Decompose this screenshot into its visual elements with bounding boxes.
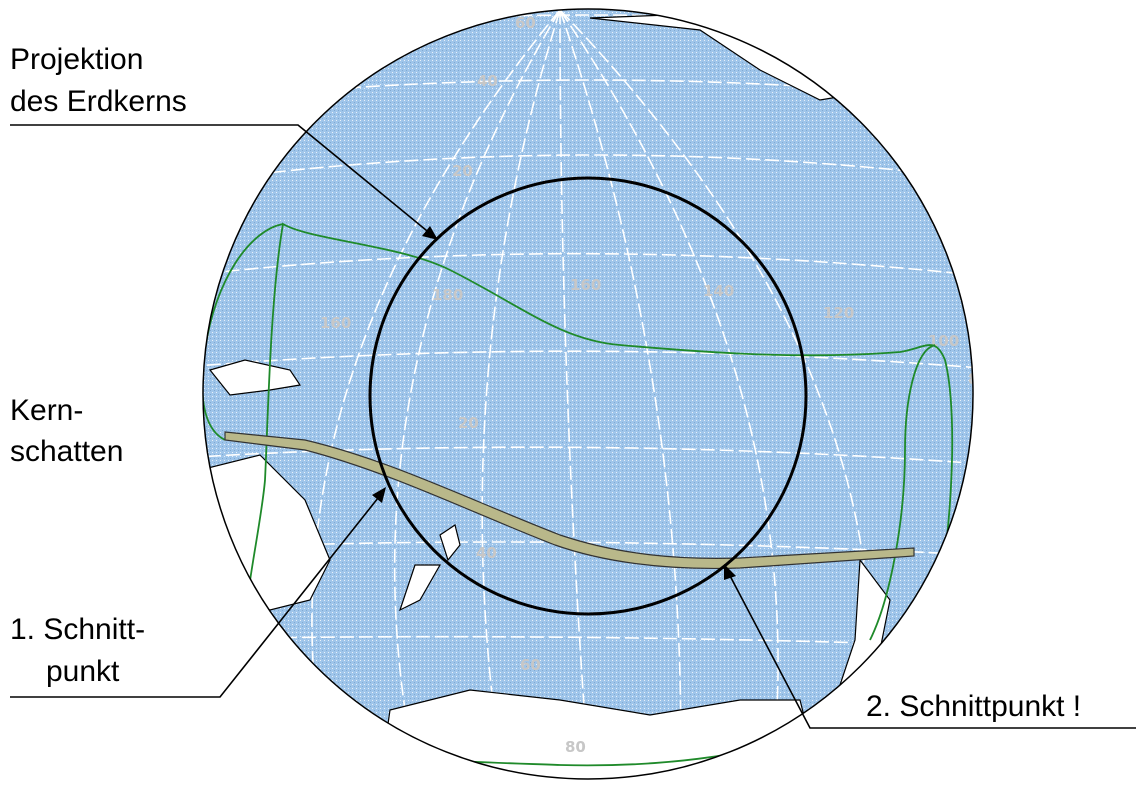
- new-zealand-land: [439, 524, 461, 562]
- grid-label: 140: [703, 282, 734, 300]
- grid-label: 160: [570, 276, 601, 294]
- leader-lines: [10, 124, 1136, 729]
- first-intersection-leader-line: [10, 492, 383, 698]
- umbra-label-line1: Kern-: [10, 394, 84, 427]
- earth-core-projection: [368, 176, 808, 616]
- grid-label: 40: [476, 544, 497, 562]
- umbra-path: [224, 431, 915, 570]
- projection-leader-line: [10, 124, 433, 236]
- umbra-label-line2: schatten: [10, 435, 124, 468]
- grid-label: 20: [452, 162, 473, 180]
- second-intersection-label: 2. Schnittpunkt !: [866, 690, 1082, 723]
- first-intersection-label-line2: punkt: [46, 655, 120, 688]
- grid-label: 60: [515, 14, 536, 32]
- globe-ocean: [203, 9, 973, 779]
- grid-label: 180: [432, 286, 463, 304]
- grid-labels: 60 40 20 20 40 60 80 160 180 160 140 120…: [320, 14, 989, 756]
- grid-label: 160: [320, 314, 351, 332]
- arrowheads: [372, 226, 736, 580]
- grid-label: 100: [928, 332, 959, 350]
- grid-label: 20: [458, 414, 479, 432]
- projection-label-line2: des Erdkerns: [10, 85, 187, 118]
- new-zealand-south-land: [398, 564, 442, 612]
- grid-label: 80: [968, 370, 989, 388]
- grid-label: 40: [477, 72, 498, 90]
- grid-label: 60: [520, 656, 541, 674]
- first-intersection-label-line1: 1. Schnitt-: [10, 613, 146, 646]
- globe-outline: [202, 8, 974, 780]
- grid-label: 80: [565, 738, 586, 756]
- eclipse-limit-inner-right: [869, 344, 936, 641]
- first-intersection-arrowhead: [372, 487, 386, 503]
- second-intersection-leader-line: [727, 571, 1136, 729]
- grid-label: 120: [823, 304, 854, 322]
- second-intersection-arrowhead: [724, 564, 736, 580]
- new-guinea-land: [208, 359, 302, 396]
- projection-arrowhead: [422, 226, 438, 240]
- projection-label-line1: Projektion: [10, 43, 144, 76]
